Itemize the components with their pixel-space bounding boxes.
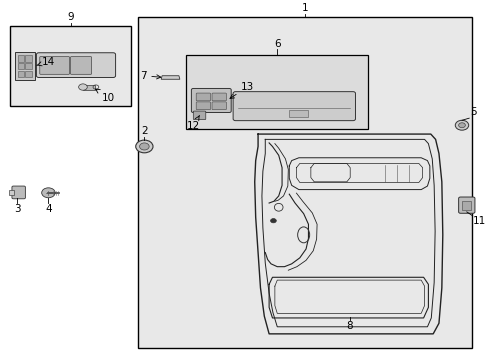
Bar [289, 110, 308, 117]
Bar [25, 71, 32, 77]
Polygon shape [161, 76, 180, 79]
FancyBboxPatch shape [12, 186, 25, 199]
Circle shape [136, 140, 153, 153]
FancyBboxPatch shape [458, 197, 474, 213]
Bar [25, 63, 32, 69]
FancyBboxPatch shape [212, 93, 226, 101]
Circle shape [458, 123, 465, 128]
Text: 2: 2 [141, 126, 147, 136]
Bar [18, 55, 24, 62]
Circle shape [454, 120, 468, 130]
Circle shape [270, 219, 276, 223]
FancyBboxPatch shape [40, 57, 69, 74]
Text: 1: 1 [301, 3, 308, 13]
Text: 5: 5 [469, 107, 476, 117]
Text: 10: 10 [96, 89, 115, 103]
Bar [10, 26, 131, 106]
FancyBboxPatch shape [193, 111, 205, 120]
Circle shape [139, 143, 149, 150]
FancyBboxPatch shape [36, 53, 115, 77]
FancyBboxPatch shape [196, 93, 210, 101]
Text: 6: 6 [273, 39, 280, 49]
Bar [138, 17, 470, 348]
FancyBboxPatch shape [233, 92, 355, 121]
FancyBboxPatch shape [191, 89, 231, 113]
Text: 3: 3 [14, 204, 20, 214]
Text: 4: 4 [45, 204, 52, 214]
Text: 9: 9 [67, 12, 74, 22]
Text: 13: 13 [229, 82, 254, 98]
Text: 7: 7 [140, 71, 161, 81]
Text: 11: 11 [471, 216, 485, 226]
Bar [18, 63, 24, 69]
Bar [461, 201, 469, 210]
Circle shape [79, 84, 87, 90]
Circle shape [41, 188, 55, 198]
FancyBboxPatch shape [70, 57, 91, 74]
Bar [18, 71, 24, 77]
Text: 14: 14 [37, 57, 55, 67]
FancyBboxPatch shape [212, 102, 226, 110]
Text: 8: 8 [346, 321, 352, 331]
FancyBboxPatch shape [196, 102, 210, 110]
Bar [25, 55, 32, 62]
FancyBboxPatch shape [15, 52, 35, 80]
FancyBboxPatch shape [83, 85, 95, 90]
Bar [186, 54, 367, 129]
Bar [9, 190, 14, 195]
Text: 12: 12 [186, 116, 200, 131]
